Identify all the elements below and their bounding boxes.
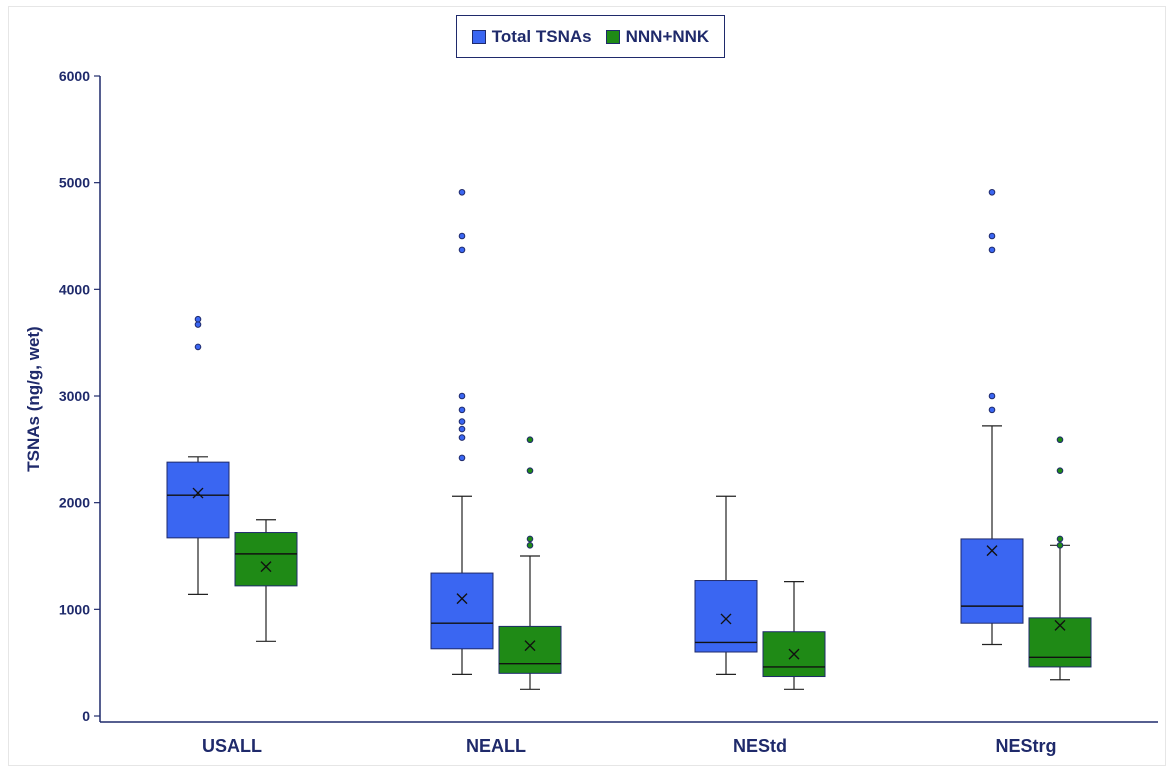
outlier-point — [526, 535, 534, 543]
outlier-point — [988, 246, 996, 254]
outlier-point — [1056, 436, 1064, 444]
axes — [99, 76, 1158, 723]
outlier-point — [458, 188, 466, 196]
outlier-point — [458, 406, 466, 414]
outlier-point — [988, 188, 996, 196]
box-iqr — [430, 572, 494, 650]
outlier-point — [988, 232, 996, 240]
outlier-point — [194, 343, 202, 351]
box-iqr — [960, 538, 1024, 624]
box-total-tsnas-neall — [430, 188, 494, 676]
outlier-point — [458, 418, 466, 425]
y-tick-label: 5000 — [59, 175, 90, 191]
y-tick-label: 3000 — [59, 388, 90, 404]
y-ticks: 0 1000 2000 3000 4000 5000 6000 — [59, 68, 100, 724]
box-iqr — [498, 625, 562, 674]
outlier-point — [1056, 467, 1064, 474]
boxes — [166, 188, 1092, 690]
outlier-point — [458, 392, 466, 400]
y-tick-label: 6000 — [59, 68, 90, 84]
box-mean-marker — [1054, 619, 1066, 631]
box-mean-marker — [456, 593, 468, 605]
x-category-label: NEALL — [466, 736, 526, 756]
outlier-point — [526, 436, 534, 444]
outlier-point — [458, 454, 466, 462]
x-category-label: NEStd — [733, 736, 787, 756]
outlier-point — [988, 392, 996, 400]
y-tick-label: 4000 — [59, 281, 90, 297]
y-tick-label: 0 — [82, 708, 90, 724]
legend-label-total-tsnas: Total TSNAs — [491, 26, 592, 46]
box-nnn-nnk-usall — [234, 519, 298, 642]
box-mean-marker — [720, 613, 732, 625]
x-category-label: USALL — [202, 736, 262, 756]
y-axis-title: TSNAs (ng/g, wet) — [24, 326, 43, 471]
outlier-point — [526, 467, 534, 474]
chart-frame — [8, 6, 1166, 766]
box-mean-marker — [260, 561, 272, 573]
outlier-point — [458, 232, 466, 240]
box-iqr — [234, 532, 298, 587]
box-total-tsnas-nestd — [694, 495, 758, 676]
box-iqr — [694, 580, 758, 653]
box-total-tsnas-usall — [166, 315, 230, 596]
outlier-point — [1056, 542, 1064, 549]
legend: Total TSNAs NNN+NNK — [456, 15, 725, 58]
outlier-point — [194, 321, 202, 328]
outlier-point — [1056, 535, 1064, 543]
box-mean-marker — [986, 545, 998, 557]
x-categories: USALL NEALL NEStd NEStrg — [202, 736, 1057, 756]
x-category-label: NEStrg — [995, 736, 1056, 756]
legend-label-nnn-nnk: NNN+NNK — [625, 26, 710, 46]
outlier-point — [194, 315, 202, 323]
y-tick-label: 2000 — [59, 495, 90, 511]
box-mean-marker — [524, 640, 536, 652]
legend-swatch-total-tsnas — [471, 29, 486, 44]
box-nnn-nnk-nestrg — [1028, 436, 1092, 681]
box-nnn-nnk-neall — [498, 436, 562, 690]
legend-item-nnn-nnk: NNN+NNK — [605, 26, 710, 47]
legend-item-total-tsnas: Total TSNAs — [471, 26, 592, 47]
outlier-point — [458, 246, 466, 254]
outlier-point — [526, 542, 534, 549]
box-mean-marker — [788, 648, 800, 660]
outlier-point — [988, 406, 996, 414]
legend-swatch-nnn-nnk — [605, 29, 620, 44]
box-iqr — [166, 461, 230, 539]
box-total-tsnas-nestrg — [960, 188, 1024, 646]
y-tick-label: 1000 — [59, 601, 90, 617]
outlier-point — [458, 434, 466, 441]
outlier-point — [458, 425, 466, 433]
box-mean-marker — [192, 487, 204, 499]
box-nnn-nnk-nestd — [762, 580, 826, 690]
